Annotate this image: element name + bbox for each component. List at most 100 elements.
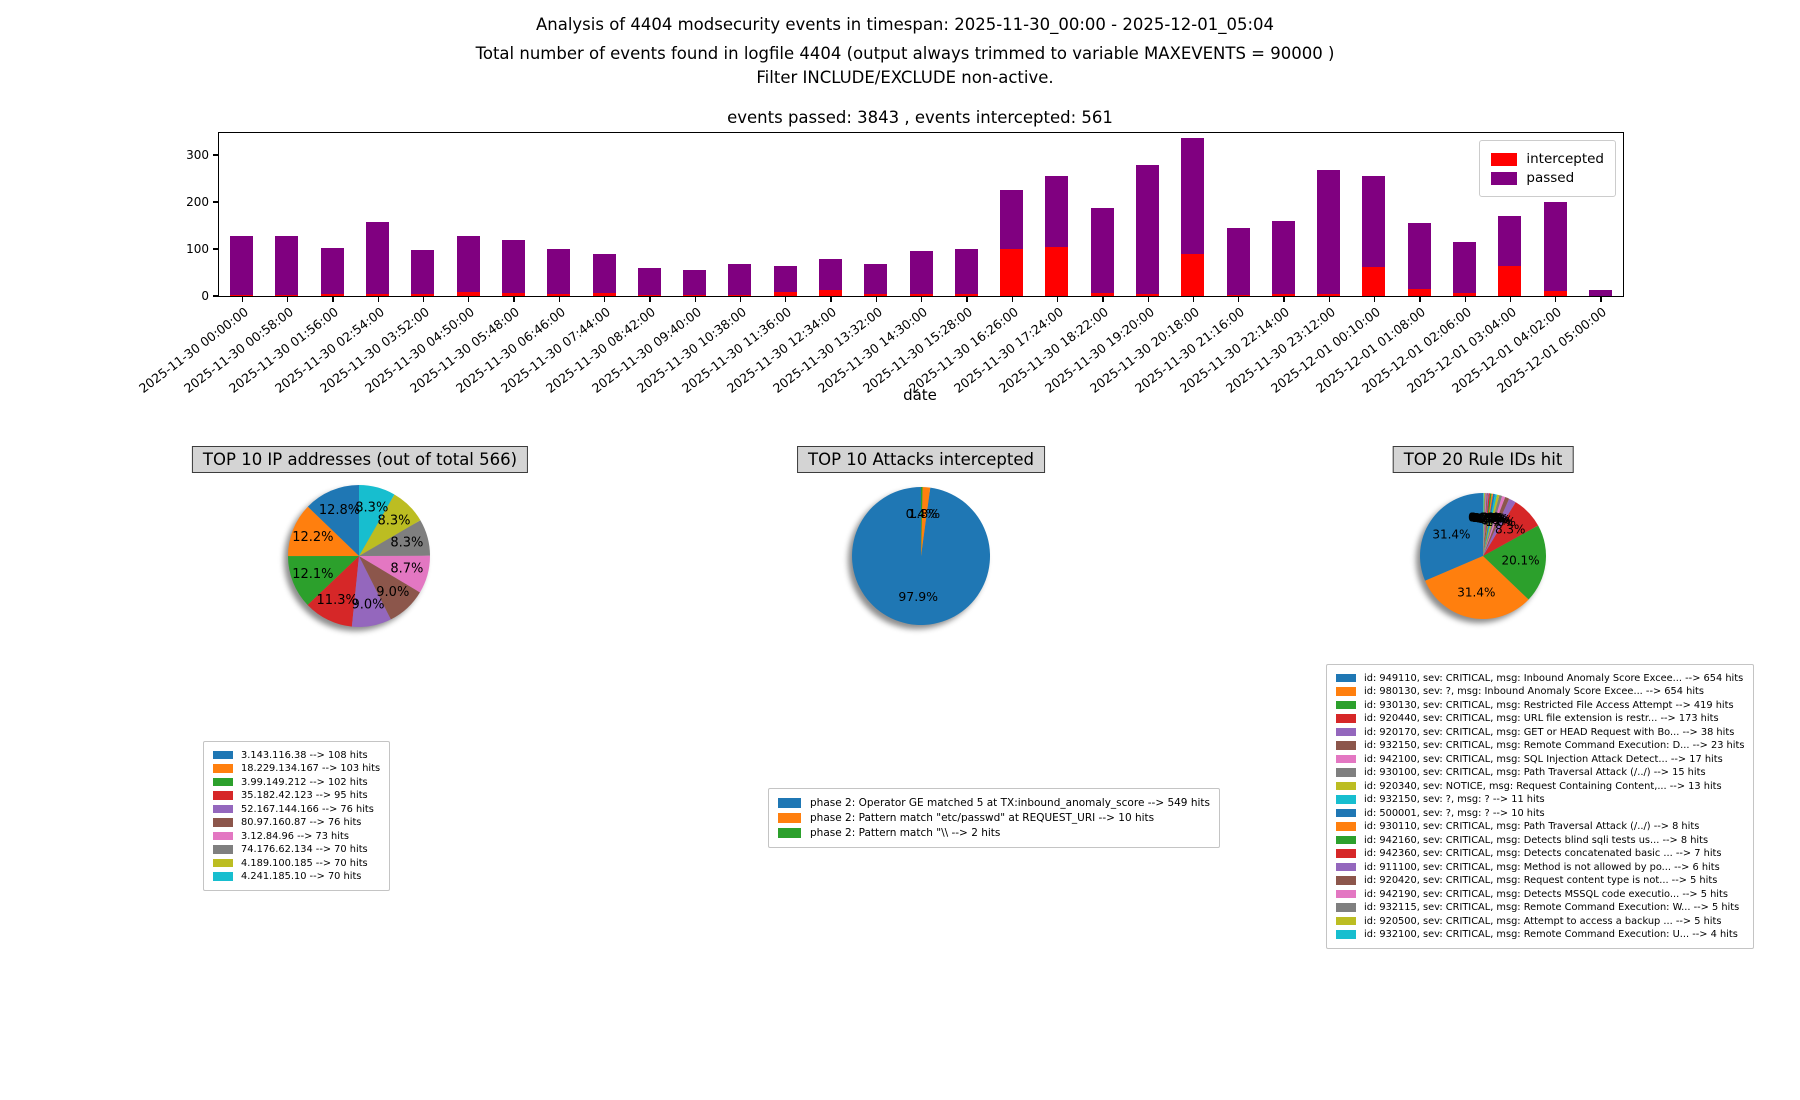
bar-intercepted — [1000, 249, 1024, 296]
bar-passed — [320, 247, 344, 294]
legend-item: id: 930100, sev: CRITICAL, msg: Path Tra… — [1336, 767, 1744, 778]
pie-slice — [1483, 495, 1506, 556]
bar-intercepted — [818, 290, 842, 296]
bar-chart-xlabel: date — [903, 386, 937, 404]
pie-pct-label: 20.1% — [1501, 553, 1539, 567]
pie-pct-label: 0.6% — [1477, 512, 1508, 526]
legend-item: id: 930110, sev: CRITICAL, msg: Path Tra… — [1336, 821, 1744, 832]
legend-label: id: 932115, sev: CRITICAL, msg: Remote C… — [1364, 902, 1740, 913]
legend-item: 18.229.134.167 --> 103 hits — [213, 763, 380, 774]
pie-pct-label: 0.4% — [1473, 511, 1504, 525]
legend-item: id: 980130, sev: ?, msg: Inbound Anomaly… — [1336, 686, 1744, 697]
legend-item: id: 920440, sev: CRITICAL, msg: URL file… — [1336, 713, 1744, 724]
pie-pct-label: 31.4% — [1457, 586, 1495, 600]
pie-slice — [1483, 492, 1484, 556]
bar-passed — [909, 251, 933, 295]
pie-slice — [351, 556, 391, 627]
bar-passed — [864, 264, 888, 294]
y-tick-label: 100 — [186, 242, 209, 256]
x-tick-mark — [1464, 296, 1466, 302]
x-tick-mark — [1419, 296, 1421, 302]
legend-swatch — [1491, 171, 1518, 185]
bar-passed — [366, 222, 389, 295]
legend-item: intercepted — [1491, 151, 1604, 167]
legend-swatch — [1336, 714, 1356, 723]
legend-item: 4.241.185.10 --> 70 hits — [213, 871, 380, 882]
pie-slice — [1483, 493, 1486, 556]
x-tick-mark — [1600, 296, 1602, 302]
legend-swatch — [1336, 795, 1356, 804]
x-tick-mark — [830, 296, 832, 302]
pie-pct-label: 0.2% — [1468, 511, 1499, 525]
pie-slice — [288, 556, 359, 606]
bar-passed — [1000, 190, 1024, 249]
pie-slice — [1483, 494, 1500, 556]
pie-slice — [1425, 556, 1529, 620]
bar-passed — [728, 264, 752, 295]
x-tick-mark — [332, 296, 334, 302]
x-tick-mark — [694, 296, 696, 302]
bar-passed — [547, 248, 571, 294]
bar-intercepted — [683, 295, 706, 296]
bar-intercepted — [954, 293, 978, 296]
x-tick-mark — [739, 296, 742, 302]
pie-slice — [1483, 493, 1488, 556]
bar-intercepted — [1226, 294, 1250, 296]
figure-title-line1: Analysis of 4404 modsecurity events in t… — [535, 15, 1275, 34]
pie-pct-label: 8.3% — [355, 501, 388, 516]
pie-pct-label: 1.8% — [908, 506, 940, 521]
legend-label: id: 942360, sev: CRITICAL, msg: Detects … — [1364, 848, 1722, 859]
x-tick-mark — [649, 296, 651, 302]
bar-intercepted — [637, 294, 661, 296]
legend-swatch — [213, 777, 233, 787]
legend-swatch — [1336, 700, 1356, 710]
bar-intercepted — [501, 293, 525, 296]
x-tick-mark — [468, 296, 470, 302]
pie-pct-label: 0.8% — [1480, 513, 1511, 527]
legend-item: 3.143.116.38 --> 108 hits — [213, 750, 380, 761]
legend-item: id: 942190, sev: CRITICAL, msg: Detects … — [1336, 889, 1744, 900]
legend-item: id: 932115, sev: CRITICAL, msg: Remote C… — [1336, 902, 1744, 913]
pie-slices — [287, 485, 431, 627]
bar-intercepted — [592, 293, 616, 296]
legend-swatch — [1491, 152, 1518, 166]
x-tick-mark — [286, 296, 289, 302]
bar-passed — [1407, 222, 1431, 290]
legend-label: id: 920340, sev: NOTICE, msg: Request Co… — [1364, 780, 1722, 792]
pie-slices — [1419, 492, 1546, 620]
pie-slice — [359, 485, 395, 556]
legend-item: id: 932100, sev: CRITICAL, msg: Remote C… — [1336, 929, 1744, 940]
x-tick-mark — [377, 296, 379, 302]
bar-chart-plot-area: 2025-11-30 00:00:00 2025-11-30 00:58:00 20… — [136, 132, 1624, 396]
pie-pct-label: 8.3% — [1495, 522, 1526, 536]
pie-pct-label: 31.4% — [1432, 528, 1470, 542]
pie-slice — [1483, 498, 1516, 556]
legend-item: id: 930130, sev: CRITICAL, msg: Restrict… — [1336, 700, 1744, 711]
pie-chart-top10-ip: 12.8%12.2%12.1%11.3%9.0%9.0%8.7%8.3%8.3%… — [287, 485, 431, 627]
legend-label: 3.99.149.212 --> 102 hits — [241, 776, 368, 788]
pie-slice — [1483, 525, 1546, 600]
pie-slice — [287, 506, 359, 557]
bar-intercepted — [1271, 294, 1295, 296]
pie-pct-label: 1.1% — [1482, 514, 1513, 528]
pie-slice — [1483, 493, 1491, 556]
legend-item: id: 920340, sev: NOTICE, msg: Request Co… — [1336, 781, 1744, 792]
legend-item: id: 920500, sev: CRITICAL, msg: Attempt … — [1336, 916, 1744, 927]
legend-swatch — [1336, 727, 1356, 737]
bar-intercepted — [1362, 266, 1386, 296]
pie-slice — [1483, 493, 1495, 556]
legend-item: 3.12.84.96 --> 73 hits — [213, 831, 380, 842]
bar-chart-title: events passed: 3843 , events intercepted… — [727, 108, 1113, 127]
pie-pct-label: 12.8% — [319, 503, 360, 518]
legend-label: passed — [1526, 170, 1575, 186]
pie-pct-label: 0.2% — [1470, 511, 1501, 525]
x-tick-mark — [1238, 296, 1240, 302]
pie-pct-label: 8.3% — [377, 513, 410, 528]
legend-swatch — [213, 791, 233, 800]
bar-passed — [1453, 242, 1476, 293]
bar-intercepted — [728, 294, 752, 296]
pie-pct-label: 0.7% — [1478, 512, 1509, 526]
legend-swatch — [1336, 754, 1356, 764]
bar-passed — [1136, 165, 1159, 295]
legend-label: 18.229.134.167 --> 103 hits — [241, 763, 381, 774]
